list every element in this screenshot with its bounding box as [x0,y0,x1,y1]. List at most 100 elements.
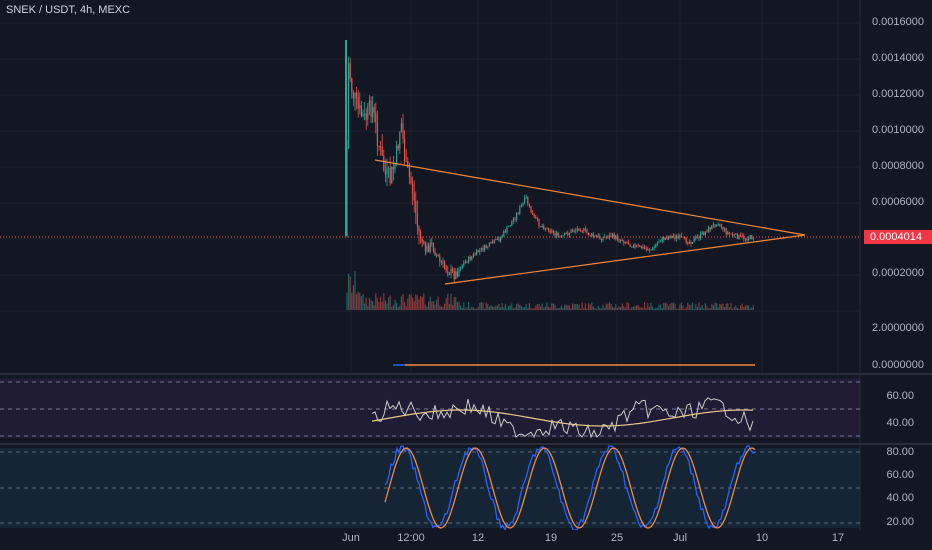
candle-body [650,249,652,251]
candle-body [679,235,681,238]
price-tick: 0.0014000 [872,52,924,64]
volume-bar [637,305,639,310]
candle-body [506,226,508,233]
volume-bar [549,307,551,310]
volume-bar [348,273,350,310]
candle-body [386,168,388,175]
volume-bar [610,303,612,310]
volume-bar [384,300,386,310]
candle-body [685,237,687,243]
candle-body [439,256,441,262]
volume-bar [479,302,481,310]
candle-body [351,78,353,92]
volume-bar [581,302,583,310]
volume-bar [664,302,666,310]
volume-bar [706,305,708,310]
candle-body [516,213,518,220]
volume-bar [719,304,721,310]
symbol-title[interactable]: SNEK / USDT, 4h, MEXC [6,4,131,16]
candle-body [416,213,418,227]
candle-body [666,237,668,240]
lower-trendline[interactable] [444,234,806,285]
volume-bar [716,303,718,310]
candle-body [596,235,598,237]
candle-body [629,244,631,247]
candle-body [480,247,482,250]
candle-body [482,247,484,251]
candle-body [583,228,585,231]
candle-body [592,233,594,237]
candle-body [628,242,630,245]
candle-body [725,228,727,235]
candle-body [490,242,492,243]
candle-body [576,228,578,231]
volume-bar [685,307,687,310]
candle-body [580,230,582,232]
candle-body [368,100,370,106]
volume-bar [528,302,530,310]
candle-body [642,247,644,249]
time-tick: 10 [755,532,769,544]
volume-tick: 0.0000000 [872,359,924,371]
volume-bar [576,304,578,310]
candle-body [373,107,375,113]
time-axis[interactable] [0,530,932,550]
candle-body [620,239,622,241]
volume-bar [432,301,434,310]
candle-body [378,145,380,147]
candle-body [557,232,559,237]
candle-body [616,235,618,240]
candle-body [469,256,471,260]
candle-body [544,228,546,230]
volume-bar [722,303,724,310]
volume-bar [548,306,550,310]
candle-body [543,226,545,230]
volume-bar [679,304,681,310]
candle-body [381,146,383,156]
candle-body [396,145,398,164]
candle-body [564,233,566,236]
volume-bar [530,307,532,310]
volume-bar [455,297,457,310]
candle-body [632,246,634,248]
volume-bar [359,293,361,310]
candle-body [660,241,662,243]
candle-body [664,237,666,240]
candle-body [448,274,450,276]
volume-bar [389,295,391,310]
candle-body [500,237,502,241]
volume-bar [567,305,569,310]
volume-bar [408,294,410,310]
volume-bar [360,296,362,310]
volume-bar [748,305,750,310]
volume-bar [392,304,394,310]
volume-bar [496,305,498,310]
candle-body [669,236,671,238]
volume-bar [660,304,662,310]
volume-tick: 2.0000000 [872,322,924,334]
volume-bar [536,304,538,310]
stoch-tick: 40.00 [886,492,914,504]
volume-bar [439,305,441,310]
volume-bar [428,301,430,310]
volume-bar [376,298,378,310]
volume-bar [597,306,599,310]
price-tick: 0.0006000 [872,196,924,208]
volume-bar [559,307,561,310]
time-tick: 12 [471,532,485,544]
candle-body [743,235,745,239]
candle-body [532,212,534,215]
upper-trendline[interactable] [374,159,806,236]
volume-bar [380,296,382,310]
candle-body [540,225,542,227]
volume-bars [346,270,754,310]
volume-bar [493,306,495,310]
candle-body [708,227,710,233]
volume-bar [653,308,655,310]
candle-body [426,245,428,252]
volume-bar [589,304,591,310]
candle-body [432,243,434,252]
candle-body [375,112,377,123]
volume-bar [546,302,548,310]
